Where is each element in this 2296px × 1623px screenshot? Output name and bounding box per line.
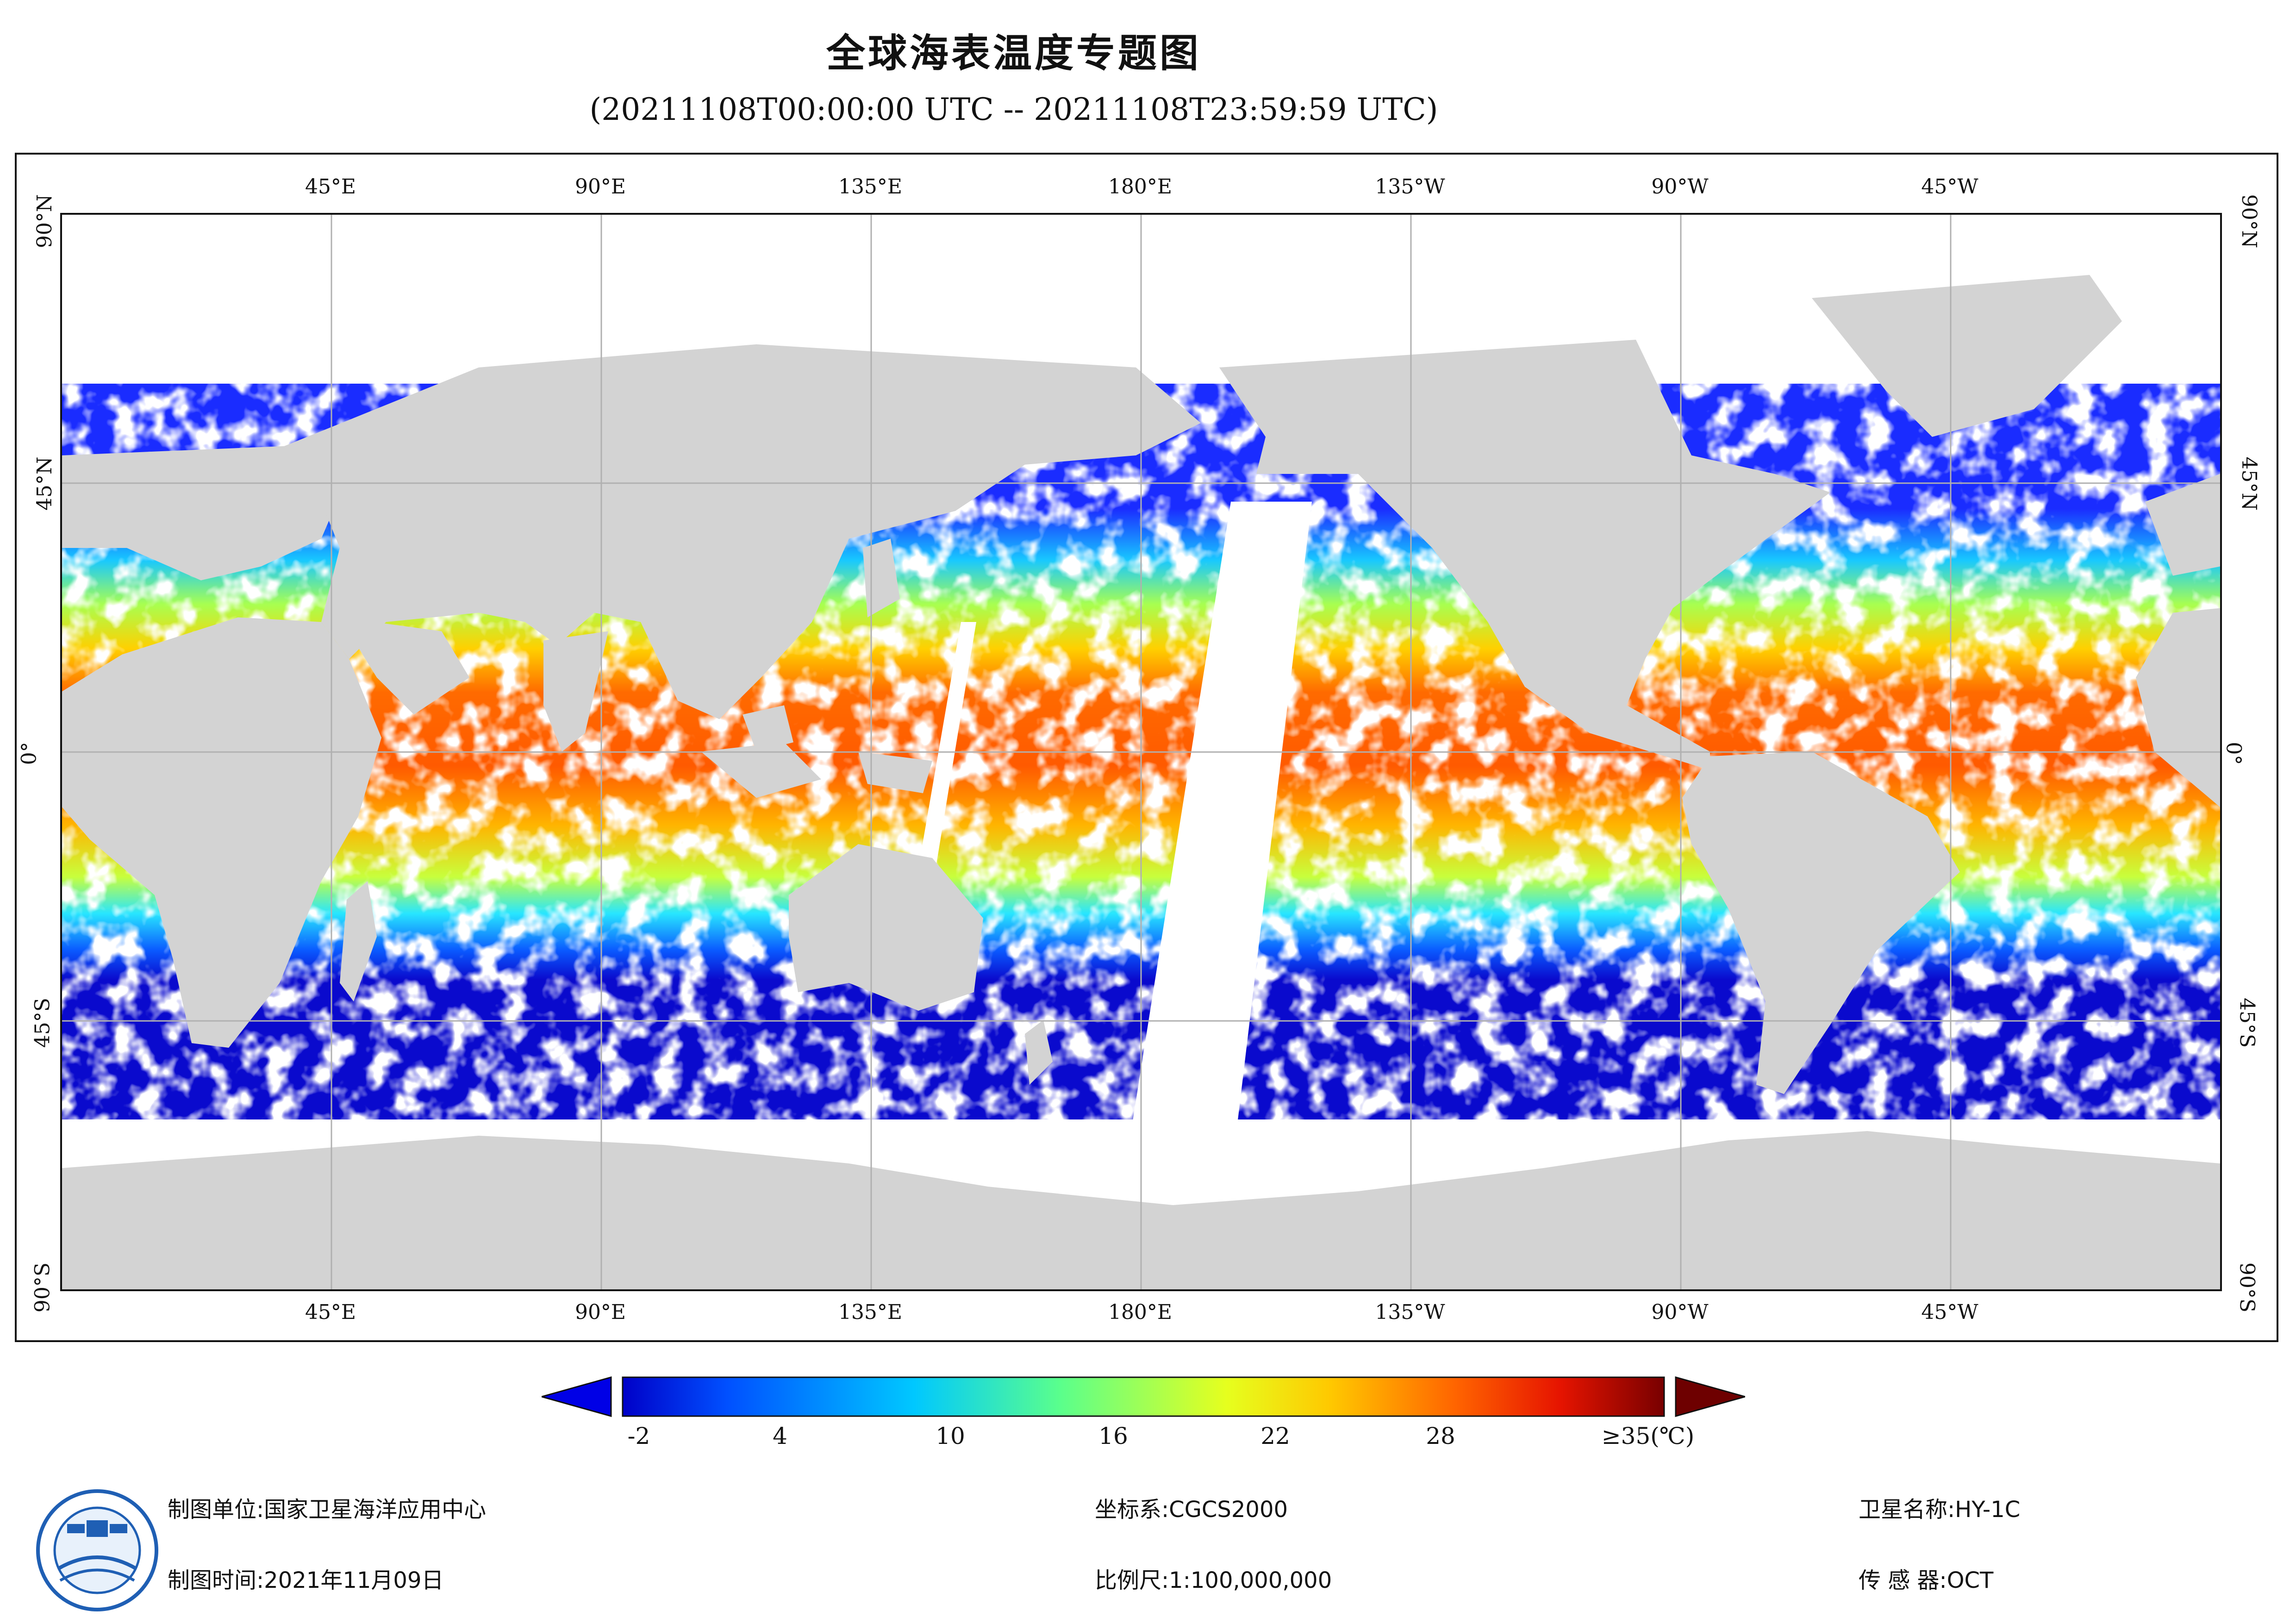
lat-label-right: 90°N	[2237, 194, 2261, 249]
lat-label-left: 90°N	[32, 194, 56, 249]
lon-label-top: 135°W	[1375, 175, 1445, 199]
lon-label-bottom: 45°E	[305, 1300, 356, 1324]
land-indonesia	[701, 742, 821, 798]
lon-label-top: 90°W	[1651, 175, 1709, 199]
lat-label-right: 90°S	[2235, 1262, 2259, 1313]
colorbar-ramp	[622, 1376, 1665, 1417]
producer-info: 制图单位:国家卫星海洋应用中心	[168, 1497, 487, 1523]
land-arabia	[340, 617, 469, 715]
colorbar	[542, 1376, 1745, 1417]
map-title: 全球海表温度专题图	[826, 31, 1201, 76]
nsoas-logo-icon	[36, 1489, 158, 1611]
map-scale: 比例尺:1:100,000,000	[1095, 1567, 1332, 1593]
colorbar-tick: -2	[627, 1423, 650, 1449]
time-range-subtitle: (20211108T00:00:00 UTC -- 20211108T23:59…	[589, 92, 1438, 127]
coordinate-system: 坐标系:CGCS2000	[1095, 1497, 1288, 1523]
land-iberia	[2145, 474, 2220, 576]
sensor-name: 传 感 器:OCT	[1859, 1567, 1994, 1593]
lon-label-bottom: 90°E	[574, 1300, 626, 1324]
land-west-africa	[2136, 608, 2220, 807]
colorbar-tick: 10	[936, 1423, 965, 1449]
lat-label-left: 0°	[17, 742, 41, 765]
land-madagascar	[340, 881, 377, 1001]
colorbar-max-label: ≥35(℃)	[1601, 1423, 1695, 1449]
lon-label-top: 90°E	[574, 175, 626, 199]
lon-label-top: 135°E	[838, 175, 903, 199]
lon-label-top: 180°E	[1108, 175, 1173, 199]
colorbar-tick: 16	[1098, 1423, 1128, 1449]
land-new-zealand	[1025, 1020, 1053, 1085]
graticule	[62, 215, 2220, 1289]
colorbar-min-arrow	[542, 1376, 612, 1417]
lon-label-bottom: 45°W	[1921, 1300, 1978, 1324]
swath-gap	[1127, 502, 1312, 1159]
land-north-america	[1219, 340, 1830, 770]
map-frame	[15, 153, 2278, 1342]
production-date: 制图时间:2021年11月09日	[168, 1567, 444, 1593]
lat-label-left: 45°S	[31, 997, 55, 1048]
lat-label-right: 0°	[2221, 742, 2246, 765]
colorbar-tick: 28	[1426, 1423, 1455, 1449]
land-india	[543, 631, 608, 752]
lat-label-right: 45°S	[2235, 997, 2259, 1048]
lon-label-top: 45°W	[1921, 175, 1978, 199]
land-asia	[284, 344, 1201, 719]
land-europe	[62, 446, 349, 580]
lon-label-bottom: 135°E	[838, 1300, 903, 1324]
colorbar-tick: 22	[1260, 1423, 1290, 1449]
sst-map-canvas	[62, 215, 2220, 1289]
land-africa	[62, 617, 381, 1048]
land-south-america	[1682, 752, 1960, 1094]
lon-label-bottom: 90°W	[1651, 1300, 1709, 1324]
land-australia	[789, 844, 983, 1011]
lat-label-left: 90°S	[31, 1262, 55, 1313]
lat-label-right: 45°N	[2237, 456, 2261, 511]
land-borneo	[742, 705, 793, 752]
lon-label-bottom: 180°E	[1108, 1300, 1173, 1324]
land-japan	[863, 539, 900, 617]
land-greenland	[1812, 275, 2122, 437]
satellite-name: 卫星名称:HY-1C	[1859, 1497, 2021, 1523]
lon-label-top: 45°E	[305, 175, 356, 199]
sst-map[interactable]	[60, 213, 2222, 1291]
colorbar-max-arrow	[1675, 1376, 1745, 1417]
lon-label-bottom: 135°W	[1375, 1300, 1445, 1324]
lat-label-left: 45°N	[32, 456, 56, 511]
colorbar-tick: 4	[773, 1423, 787, 1449]
land-new-guinea	[858, 752, 932, 793]
